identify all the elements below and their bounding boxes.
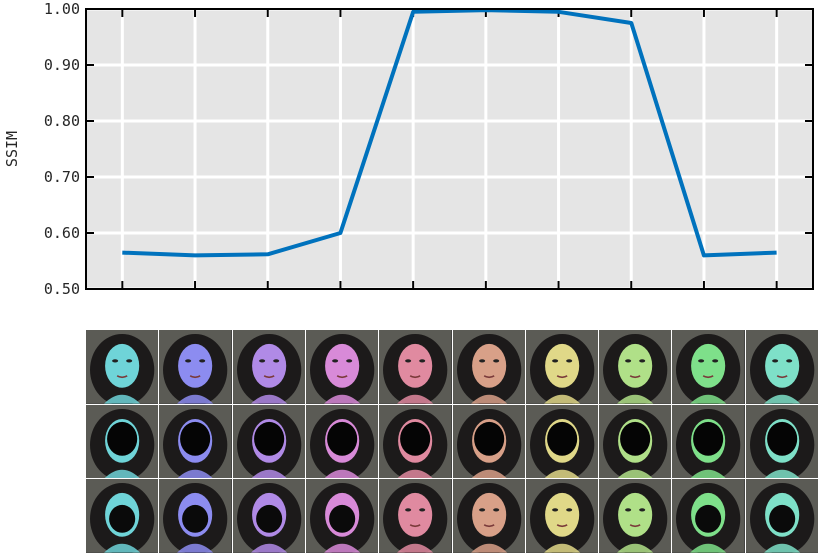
face-thumbnail-full-face <box>745 330 818 404</box>
face-thumbnail-full-face <box>599 330 672 404</box>
plot-area <box>86 9 813 289</box>
face-thumbnail-masked-face <box>305 404 379 479</box>
face-thumbnail-reconstructed-face <box>452 479 525 553</box>
face-thumbnail-reconstructed-face <box>525 479 599 553</box>
face-thumbnail-full-face <box>452 330 525 404</box>
face-thumbnail-full-face <box>86 330 159 404</box>
face-thumbnail-full-face <box>379 330 452 404</box>
y-tick-label: 0.50 <box>44 280 80 298</box>
plot-border <box>85 8 814 290</box>
face-thumbnail-masked-face <box>86 404 159 479</box>
y-tick-labels: 0.50 0.60 0.70 0.80 0.90 1.00 <box>44 0 80 298</box>
y-axis-label: SSIM <box>3 131 21 167</box>
face-thumbnail-masked-face <box>525 404 599 479</box>
face-thumbnail-reconstructed-face <box>379 479 452 553</box>
face-thumbnail-reconstructed-face <box>86 479 159 553</box>
face-thumbnail-masked-face <box>672 404 745 479</box>
face-thumbnail-full-face <box>232 330 305 404</box>
face-thumbnail-masked-face <box>599 404 672 479</box>
face-thumbnail-reconstructed-face <box>672 479 745 553</box>
face-thumbnail-full-face <box>525 330 599 404</box>
y-tick-label: 0.80 <box>44 112 80 130</box>
face-thumbnail-masked-face <box>379 404 452 479</box>
face-thumbnail-masked-face <box>452 404 525 479</box>
y-tick-label: 1.00 <box>44 0 80 18</box>
face-thumbnail-masked-face <box>745 404 818 479</box>
face-thumbnail-reconstructed-face <box>599 479 672 553</box>
face-thumbnail-masked-face <box>159 404 232 479</box>
face-thumbnail-reconstructed-face <box>305 479 379 553</box>
y-tick-label: 0.90 <box>44 56 80 74</box>
face-thumbnail-full-face <box>159 330 232 404</box>
face-thumbnail-masked-face <box>232 404 305 479</box>
face-thumbnail-reconstructed-face <box>159 479 232 553</box>
ssim-series-line <box>122 8 777 258</box>
face-image-grid <box>86 330 818 553</box>
face-thumbnail-full-face <box>305 330 379 404</box>
y-tick-label: 0.60 <box>44 224 80 242</box>
y-tick-label: 0.70 <box>44 168 80 186</box>
face-thumbnail-reconstructed-face <box>745 479 818 553</box>
face-thumbnail-full-face <box>672 330 745 404</box>
face-thumbnail-reconstructed-face <box>232 479 305 553</box>
